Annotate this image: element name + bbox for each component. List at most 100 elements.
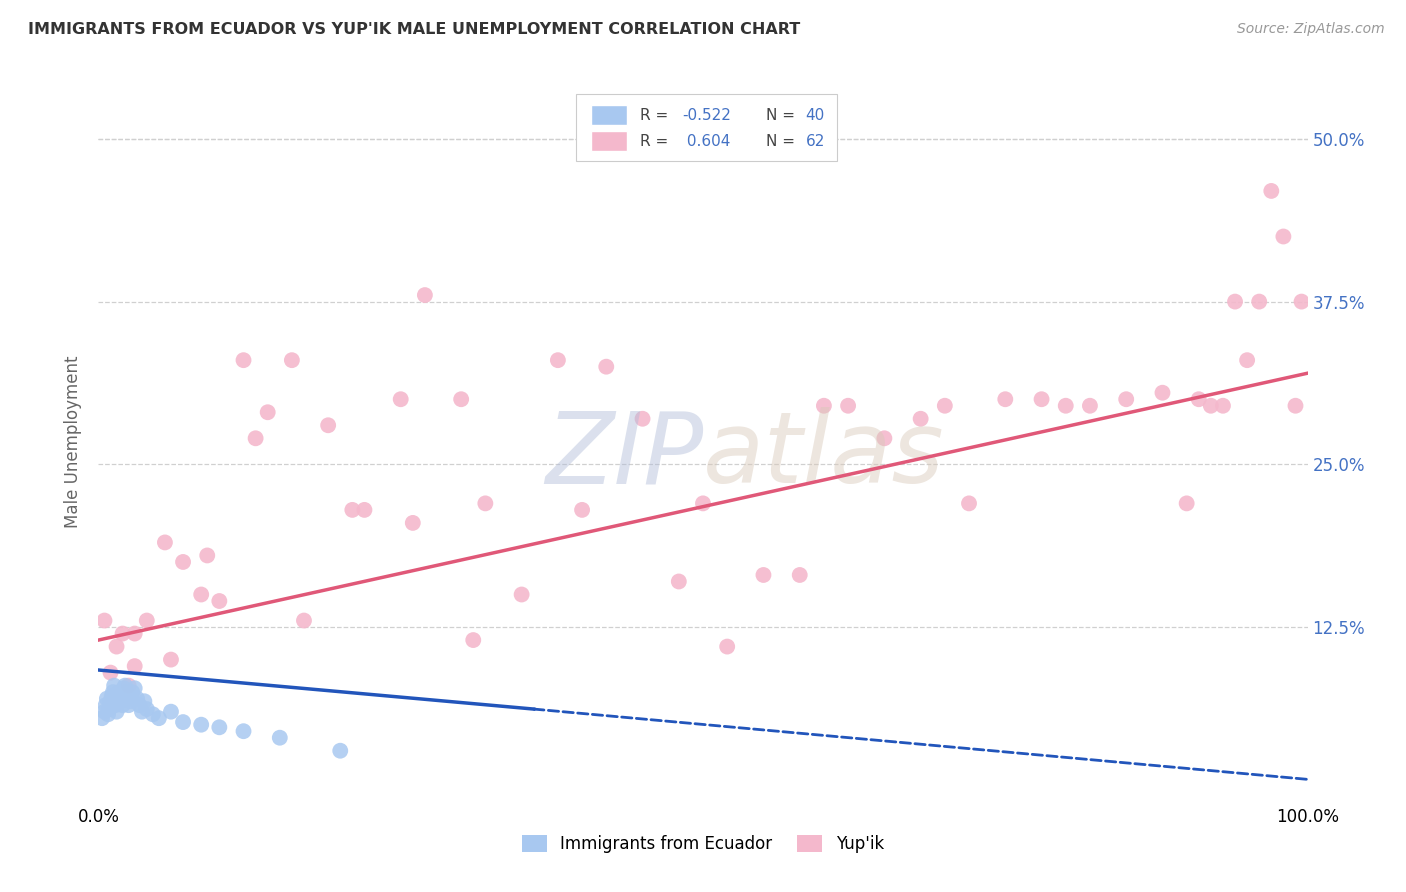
Point <box>128 698 150 713</box>
Point <box>232 353 254 368</box>
Point <box>107 691 129 706</box>
Point <box>837 399 859 413</box>
Legend: Immigrants from Ecuador, Yup'ik: Immigrants from Ecuador, Yup'ik <box>516 828 890 860</box>
Point <box>105 705 128 719</box>
Point <box>100 694 122 708</box>
Point <box>353 503 375 517</box>
Point <box>571 503 593 517</box>
Point <box>127 691 149 706</box>
Point <box>134 694 156 708</box>
Point <box>190 587 212 601</box>
Point <box>108 685 131 699</box>
Text: N =: N = <box>766 134 800 149</box>
Point <box>232 724 254 739</box>
Point <box>108 694 131 708</box>
Point <box>160 652 183 666</box>
Point <box>389 392 412 407</box>
Point <box>103 679 125 693</box>
Text: IMMIGRANTS FROM ECUADOR VS YUP'IK MALE UNEMPLOYMENT CORRELATION CHART: IMMIGRANTS FROM ECUADOR VS YUP'IK MALE U… <box>28 22 800 37</box>
Point <box>269 731 291 745</box>
Point <box>402 516 425 530</box>
Text: ZIP: ZIP <box>544 408 703 505</box>
Point <box>256 405 278 419</box>
Text: 62: 62 <box>806 134 825 149</box>
Point <box>121 685 143 699</box>
Point <box>1115 392 1137 407</box>
Point <box>292 614 315 628</box>
Point <box>93 705 115 719</box>
Point <box>124 626 146 640</box>
Point <box>1236 353 1258 368</box>
Point <box>114 679 136 693</box>
Point <box>1188 392 1211 407</box>
Point <box>1054 399 1077 413</box>
Y-axis label: Male Unemployment: Male Unemployment <box>65 355 83 528</box>
Point <box>117 691 139 706</box>
Point <box>873 431 896 445</box>
Point <box>413 288 436 302</box>
Point <box>124 659 146 673</box>
Point <box>1212 399 1234 413</box>
Point <box>120 694 142 708</box>
Point <box>342 503 364 517</box>
Point <box>450 392 472 407</box>
Point <box>160 705 183 719</box>
Point <box>118 698 141 713</box>
Point <box>115 685 138 699</box>
Point <box>910 411 932 425</box>
Point <box>1260 184 1282 198</box>
Point <box>190 717 212 731</box>
Point <box>131 705 153 719</box>
Point <box>692 496 714 510</box>
Point <box>208 720 231 734</box>
Point <box>510 587 533 601</box>
Point <box>316 418 339 433</box>
Point <box>1152 385 1174 400</box>
Point <box>97 707 120 722</box>
Point <box>957 496 980 510</box>
Text: 40: 40 <box>806 108 825 123</box>
Point <box>118 679 141 693</box>
Point <box>281 353 304 368</box>
Point <box>716 640 738 654</box>
Point <box>329 744 352 758</box>
Point <box>153 535 176 549</box>
Text: R =: R = <box>640 134 673 149</box>
Point <box>142 707 165 722</box>
Text: -0.522: -0.522 <box>682 108 731 123</box>
Point <box>100 665 122 680</box>
Point <box>195 549 218 563</box>
Point <box>752 568 775 582</box>
Point <box>172 715 194 730</box>
Point <box>112 681 135 696</box>
Point <box>118 689 141 703</box>
Point <box>668 574 690 589</box>
Point <box>93 614 115 628</box>
Point <box>96 691 118 706</box>
Point <box>1199 399 1222 413</box>
Point <box>994 392 1017 407</box>
Point <box>135 702 157 716</box>
Point <box>110 689 132 703</box>
Point <box>463 633 485 648</box>
Point <box>474 496 496 510</box>
Point <box>208 594 231 608</box>
Point <box>135 614 157 628</box>
Point <box>111 698 134 713</box>
Point <box>547 353 569 368</box>
Point <box>789 568 811 582</box>
Point <box>124 681 146 696</box>
Text: atlas: atlas <box>703 408 945 505</box>
Point <box>148 711 170 725</box>
Point <box>105 640 128 654</box>
Point <box>1175 496 1198 510</box>
Text: Source: ZipAtlas.com: Source: ZipAtlas.com <box>1237 22 1385 37</box>
Point <box>111 626 134 640</box>
Text: R =: R = <box>640 108 673 123</box>
Point <box>1031 392 1053 407</box>
Point <box>813 399 835 413</box>
Point <box>91 711 114 725</box>
Point <box>1284 399 1306 413</box>
Point <box>1223 294 1246 309</box>
Point <box>98 702 121 716</box>
